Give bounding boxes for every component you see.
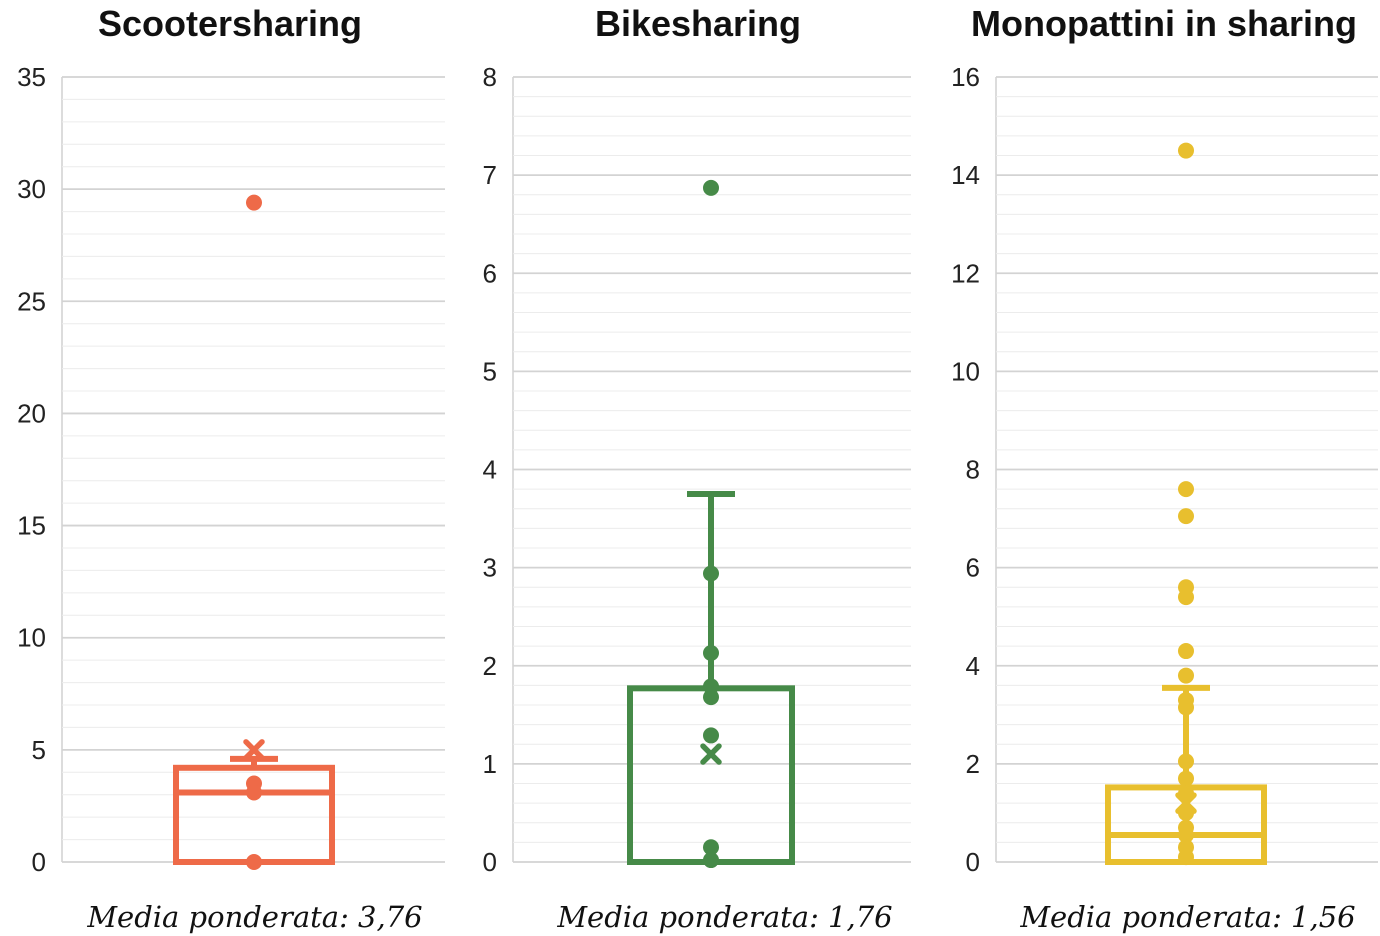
data-points — [243, 194, 265, 870]
data-point — [1178, 643, 1194, 660]
y-tick-label: 16 — [951, 62, 980, 92]
y-tick-label: 10 — [17, 623, 46, 653]
weighted-mean-caption: Media ponderata: 3,76 — [86, 900, 422, 934]
weighted-mean-caption: Media ponderata: 1,76 — [556, 900, 892, 934]
y-tick-label: 8 — [483, 62, 497, 92]
data-point — [1178, 699, 1194, 716]
y-tick-label: 30 — [17, 174, 46, 204]
data-point — [703, 839, 719, 856]
mean-marker-stroke — [1175, 792, 1197, 814]
y-tick-label: 6 — [966, 553, 980, 583]
chart-title: Bikesharing — [595, 3, 801, 44]
data-point — [703, 565, 719, 582]
mean-marker-stroke — [243, 739, 265, 761]
chart-title: Monopattini in sharing — [971, 3, 1357, 44]
y-tick-label: 4 — [483, 455, 497, 485]
data-point — [1178, 508, 1194, 525]
mean-marker — [1175, 792, 1197, 814]
data-point — [246, 784, 262, 801]
y-tick-label: 12 — [951, 258, 980, 288]
data-point — [1178, 827, 1194, 844]
panel-scootersharing: Scootersharing 0 5 10 15 20 25 30 35 Media pond… — [17, 3, 445, 934]
y-tick-label: 0 — [483, 847, 497, 877]
y-tick-label: 6 — [483, 258, 497, 288]
y-tick-label: 35 — [17, 62, 46, 92]
data-point — [1178, 753, 1194, 770]
grid-lines — [61, 76, 445, 863]
y-tick-label: 0 — [966, 847, 980, 877]
y-tick-label: 20 — [17, 398, 46, 428]
data-point — [1178, 589, 1194, 606]
chart-title: Scootersharing — [98, 3, 362, 44]
y-tick-label: 5 — [32, 735, 46, 765]
y-tick-label: 5 — [483, 356, 497, 386]
data-point — [1178, 481, 1194, 498]
y-tick-label: 0 — [32, 847, 46, 877]
box-and-whisker — [627, 491, 795, 865]
y-tick-label: 1 — [483, 749, 497, 779]
y-tick-labels: 0 5 10 15 20 25 30 35 — [17, 62, 46, 877]
y-tick-label: 25 — [17, 286, 46, 316]
data-points — [1175, 142, 1197, 866]
y-tick-label: 2 — [966, 749, 980, 779]
mean-marker — [700, 743, 722, 765]
data-point — [246, 194, 262, 211]
y-tick-label: 15 — [17, 511, 46, 541]
panel-bikesharing: Bikesharing 0 1 2 3 4 5 6 7 8 Media ponderata: 1… — [483, 3, 911, 934]
data-point — [703, 644, 719, 661]
data-point — [703, 727, 719, 744]
data-point — [703, 852, 719, 869]
data-points — [700, 179, 722, 869]
y-tick-labels: 0 1 2 3 4 5 6 7 8 — [483, 62, 497, 877]
panel-monopattini-in-sharing: Monopattini in sharing 0 2 4 6 8 10 12 14 16 Med… — [951, 3, 1378, 934]
weighted-mean-caption: Media ponderata: 1,56 — [1019, 900, 1355, 934]
data-point — [703, 689, 719, 706]
mean-marker — [243, 739, 265, 761]
data-point — [1178, 667, 1194, 684]
mean-marker-stroke — [700, 743, 722, 765]
y-tick-label: 3 — [483, 553, 497, 583]
y-tick-label: 10 — [951, 356, 980, 386]
box-and-whisker — [173, 755, 335, 865]
data-point — [1178, 849, 1194, 866]
box-rect — [627, 685, 795, 865]
y-tick-label: 7 — [483, 160, 497, 190]
data-point — [246, 854, 262, 870]
y-tick-label: 2 — [483, 651, 497, 681]
data-point — [1178, 142, 1194, 159]
data-point — [703, 179, 719, 196]
y-tick-label: 14 — [951, 160, 980, 190]
y-tick-label: 4 — [966, 651, 980, 681]
data-point — [1178, 770, 1194, 787]
y-tick-labels: 0 2 4 6 8 10 12 14 16 — [951, 62, 980, 877]
y-tick-label: 8 — [966, 455, 980, 485]
